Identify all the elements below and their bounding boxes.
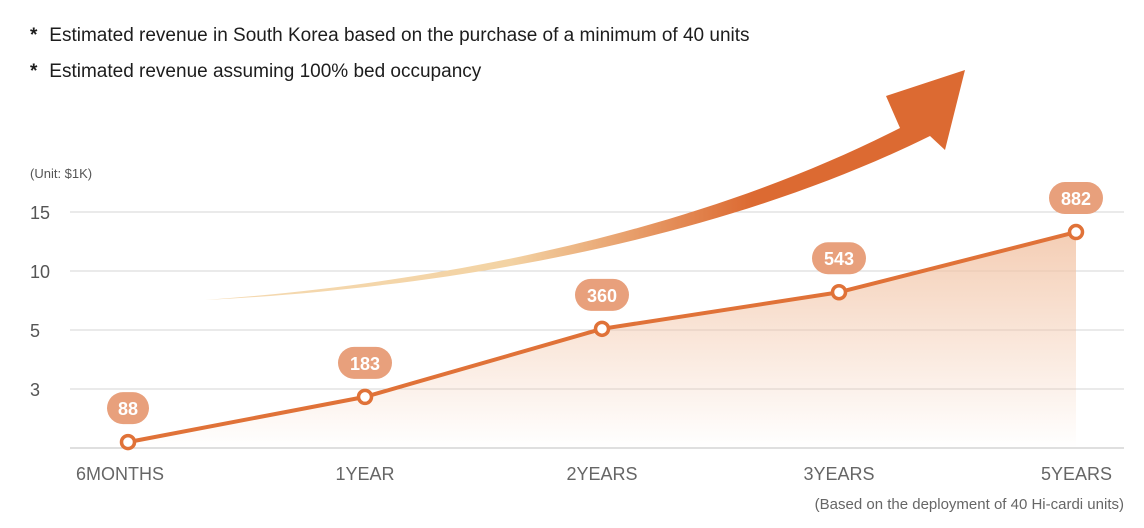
y-tick-label: 10: [30, 262, 50, 282]
note-line: * Estimated revenue in South Korea based…: [30, 18, 750, 54]
note-marker: *: [30, 61, 38, 82]
data-label-bubble: [1049, 182, 1103, 215]
x-tick-label: 5YEARS: [1041, 464, 1112, 484]
data-point: [593, 320, 611, 338]
note-text: Estimated revenue assuming 100% bed occu…: [49, 61, 482, 82]
area-fill: [128, 232, 1076, 448]
footnote: (Based on the deployment of 40 Hi-cardi …: [814, 496, 1124, 513]
unit-label: (Unit: $1K): [30, 166, 93, 181]
x-tick-label: 6MONTHS: [76, 464, 164, 484]
x-tick-label: 3YEARS: [803, 464, 874, 484]
data-point: [1067, 223, 1085, 241]
trend-arrow: [205, 70, 965, 300]
data-label: 88: [118, 399, 138, 419]
y-tick-label: 15: [30, 203, 50, 223]
data-point: [119, 433, 137, 451]
note-text: Estimated revenue in South Korea based o…: [49, 25, 750, 46]
data-label: 183: [350, 354, 380, 374]
data-label: 543: [824, 249, 854, 269]
notes-block: * Estimated revenue in South Korea based…: [30, 18, 750, 90]
y-tick-label: 5: [30, 321, 40, 341]
note-marker: *: [30, 25, 38, 46]
data-label-bubble: [575, 278, 629, 311]
data-point: [830, 283, 848, 301]
data-label-bubble: [812, 242, 866, 275]
x-tick-label: 2YEARS: [566, 464, 637, 484]
data-label-bubble: [338, 346, 392, 379]
data-label: 360: [587, 286, 617, 306]
y-tick-label: 3: [30, 380, 40, 400]
data-label: 882: [1061, 189, 1091, 209]
note-line: * Estimated revenue assuming 100% bed oc…: [30, 54, 750, 90]
data-point: [356, 388, 374, 406]
data-label-bubble: [107, 392, 149, 425]
x-tick-label: 1YEAR: [335, 464, 394, 484]
